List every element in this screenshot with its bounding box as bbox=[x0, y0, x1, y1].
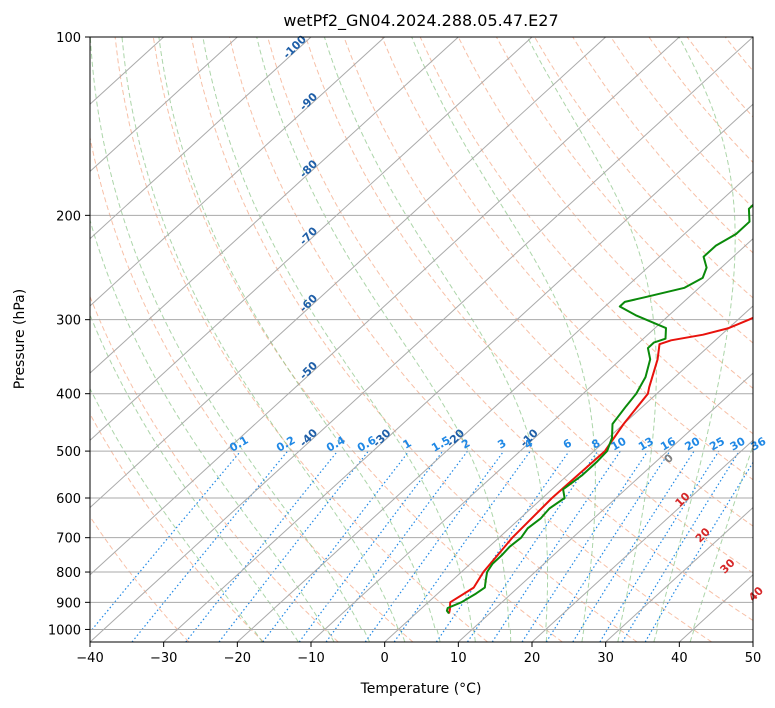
isotherm-line bbox=[90, 37, 753, 642]
temperature-line bbox=[448, 316, 753, 614]
x-tick-label: 0 bbox=[381, 651, 389, 666]
y-tick-label: 100 bbox=[56, 31, 81, 46]
x-tick-label: −40 bbox=[76, 651, 103, 666]
mixing-ratio-line bbox=[572, 450, 695, 642]
isotherm-line bbox=[310, 237, 753, 642]
mixing-ratio-line bbox=[435, 450, 570, 642]
isotherm-line bbox=[90, 37, 680, 576]
dry-adiabat bbox=[381, 37, 753, 481]
dry-adiabat bbox=[114, 37, 488, 642]
isotherm-line bbox=[531, 439, 753, 642]
x-tick-label: 50 bbox=[745, 651, 762, 666]
dry-adiabat bbox=[90, 412, 264, 642]
moist-adiabat bbox=[323, 37, 549, 642]
mixing-ratio-line bbox=[545, 450, 671, 642]
isotherm-line bbox=[90, 37, 386, 307]
y-tick-label: 800 bbox=[56, 566, 81, 581]
mixing-ratio-line bbox=[466, 450, 599, 642]
x-tick-label: 40 bbox=[671, 651, 688, 666]
x-tick-label: 10 bbox=[450, 651, 467, 666]
isotherm-line bbox=[236, 170, 753, 642]
dry-adiabat bbox=[267, 37, 753, 622]
mixing-ratio-line bbox=[298, 450, 444, 642]
moist-adiabat bbox=[90, 218, 335, 642]
moist-adiabat bbox=[90, 37, 371, 642]
y-tick-label: 900 bbox=[56, 596, 81, 611]
moist-adiabat bbox=[256, 37, 512, 642]
dry-adiabat bbox=[534, 37, 753, 299]
mixing-ratio-line bbox=[90, 450, 242, 633]
y-tick-label: 400 bbox=[56, 388, 81, 403]
dry-adiabat bbox=[152, 37, 563, 642]
y-tick-label: 700 bbox=[56, 532, 81, 547]
mixing-ratio-line bbox=[131, 450, 289, 642]
mixing-ratio-line bbox=[325, 450, 468, 642]
x-axis-label: Temperature (°C) bbox=[360, 681, 482, 697]
moist-adiabat bbox=[526, 37, 657, 642]
y-tick-label: 600 bbox=[56, 492, 81, 507]
moist-adiabat bbox=[202, 37, 476, 642]
y-tick-label: 500 bbox=[56, 445, 81, 460]
series-layer bbox=[445, 203, 753, 615]
isotherm-line bbox=[90, 37, 312, 240]
moist-adiabat bbox=[158, 37, 441, 642]
isotherm-line bbox=[163, 103, 753, 642]
mixing-ratio-line bbox=[185, 450, 339, 642]
dry-adiabat bbox=[229, 37, 712, 642]
x-tick-label: 20 bbox=[524, 651, 541, 666]
background-lines bbox=[90, 37, 753, 642]
dry-adiabat bbox=[495, 37, 753, 344]
moist-adiabat bbox=[90, 387, 263, 642]
moist-adiabat bbox=[689, 444, 753, 642]
x-tick-label: −30 bbox=[150, 651, 177, 666]
moist-adiabat bbox=[653, 37, 736, 642]
moist-adiabat bbox=[121, 37, 406, 642]
mixing-ratio-line bbox=[621, 450, 740, 642]
dry-adiabat bbox=[457, 37, 753, 389]
dry-adiabat bbox=[305, 37, 753, 574]
isotherm-line bbox=[90, 37, 459, 374]
y-tick-label: 300 bbox=[56, 314, 81, 329]
y-axis-ticks: 1000 900 800 700 600 500 400 300 200 100 bbox=[48, 31, 90, 638]
chart-title: wetPf2_GN04.2024.288.05.47.E27 bbox=[283, 11, 558, 31]
y-tick-label: 200 bbox=[56, 209, 81, 224]
plot-frame bbox=[89, 36, 754, 643]
dry-adiabat bbox=[190, 37, 638, 642]
mixing-ratio-line bbox=[262, 450, 410, 642]
isotherm-line bbox=[457, 372, 753, 642]
y-axis-label: Pressure (hPa) bbox=[12, 289, 28, 389]
isotherm-line bbox=[90, 37, 238, 173]
isotherm-line bbox=[90, 37, 607, 509]
x-axis-ticks: −40 −30 −20 −10 0 10 20 30 40 50 bbox=[76, 642, 761, 666]
x-tick-label: 30 bbox=[597, 651, 614, 666]
mixing-ratio-line bbox=[364, 450, 505, 642]
y-tick-label: 1000 bbox=[48, 623, 81, 638]
isotherm-line bbox=[90, 37, 533, 442]
mixing-ratio-line bbox=[521, 450, 649, 642]
dry-adiabat bbox=[343, 37, 753, 527]
dry-adiabat bbox=[419, 37, 753, 435]
moist-adiabat bbox=[90, 313, 299, 642]
mixing-ratio-line bbox=[491, 450, 621, 642]
dewpoint-line bbox=[445, 203, 753, 615]
isotherm-line bbox=[384, 305, 753, 642]
isotherm-line bbox=[605, 506, 753, 642]
x-tick-label: −20 bbox=[224, 651, 251, 666]
x-tick-label: −10 bbox=[297, 651, 324, 666]
